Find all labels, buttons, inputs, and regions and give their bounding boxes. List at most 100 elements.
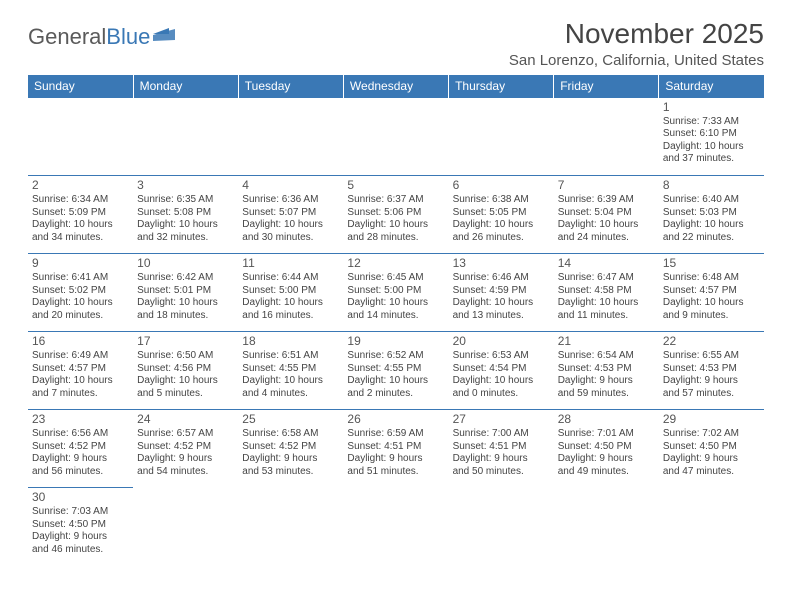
daylight-text: and 9 minutes. xyxy=(663,310,760,323)
calendar-day-cell xyxy=(554,488,659,566)
daylight-text: and 5 minutes. xyxy=(137,388,234,401)
sunset-text: Sunset: 6:10 PM xyxy=(663,128,760,141)
sunset-text: Sunset: 5:01 PM xyxy=(137,285,234,298)
sunset-text: Sunset: 5:00 PM xyxy=(347,285,444,298)
calendar-day-cell: 25Sunrise: 6:58 AMSunset: 4:52 PMDayligh… xyxy=(238,410,343,488)
daylight-text: and 28 minutes. xyxy=(347,232,444,245)
sunrise-text: Sunrise: 6:48 AM xyxy=(663,272,760,285)
daylight-text: and 57 minutes. xyxy=(663,388,760,401)
sunrise-text: Sunrise: 6:56 AM xyxy=(32,428,129,441)
day-number: 11 xyxy=(242,256,339,271)
daylight-text: and 18 minutes. xyxy=(137,310,234,323)
day-number: 28 xyxy=(558,412,655,427)
logo-text-2: Blue xyxy=(106,24,150,50)
daylight-text: Daylight: 10 hours xyxy=(558,297,655,310)
sunrise-text: Sunrise: 6:45 AM xyxy=(347,272,444,285)
calendar-day-cell: 1Sunrise: 7:33 AMSunset: 6:10 PMDaylight… xyxy=(659,98,764,176)
sunset-text: Sunset: 5:02 PM xyxy=(32,285,129,298)
day-number: 18 xyxy=(242,334,339,349)
daylight-text: and 53 minutes. xyxy=(242,466,339,479)
sunset-text: Sunset: 4:52 PM xyxy=(137,441,234,454)
weekday-header: Tuesday xyxy=(238,75,343,98)
day-number: 22 xyxy=(663,334,760,349)
sunset-text: Sunset: 4:58 PM xyxy=(558,285,655,298)
day-number: 9 xyxy=(32,256,129,271)
calendar-table: Sunday Monday Tuesday Wednesday Thursday… xyxy=(28,75,764,566)
sunset-text: Sunset: 4:51 PM xyxy=(347,441,444,454)
daylight-text: Daylight: 10 hours xyxy=(347,297,444,310)
day-number: 24 xyxy=(137,412,234,427)
daylight-text: Daylight: 10 hours xyxy=(663,219,760,232)
day-number: 23 xyxy=(32,412,129,427)
calendar-week-row: 30Sunrise: 7:03 AMSunset: 4:50 PMDayligh… xyxy=(28,488,764,566)
calendar-week-row: 2Sunrise: 6:34 AMSunset: 5:09 PMDaylight… xyxy=(28,176,764,254)
sunset-text: Sunset: 5:08 PM xyxy=(137,207,234,220)
calendar-day-cell xyxy=(343,98,448,176)
sunrise-text: Sunrise: 6:50 AM xyxy=(137,350,234,363)
daylight-text: Daylight: 10 hours xyxy=(453,375,550,388)
day-number: 8 xyxy=(663,178,760,193)
calendar-day-cell: 3Sunrise: 6:35 AMSunset: 5:08 PMDaylight… xyxy=(133,176,238,254)
daylight-text: Daylight: 10 hours xyxy=(32,297,129,310)
month-title: November 2025 xyxy=(509,18,764,50)
sunrise-text: Sunrise: 6:35 AM xyxy=(137,194,234,207)
calendar-day-cell: 18Sunrise: 6:51 AMSunset: 4:55 PMDayligh… xyxy=(238,332,343,410)
calendar-day-cell: 20Sunrise: 6:53 AMSunset: 4:54 PMDayligh… xyxy=(449,332,554,410)
calendar-day-cell: 23Sunrise: 6:56 AMSunset: 4:52 PMDayligh… xyxy=(28,410,133,488)
daylight-text: and 46 minutes. xyxy=(32,544,129,557)
sunrise-text: Sunrise: 6:38 AM xyxy=(453,194,550,207)
day-number: 14 xyxy=(558,256,655,271)
daylight-text: and 32 minutes. xyxy=(137,232,234,245)
calendar-day-cell: 9Sunrise: 6:41 AMSunset: 5:02 PMDaylight… xyxy=(28,254,133,332)
day-number: 15 xyxy=(663,256,760,271)
daylight-text: Daylight: 9 hours xyxy=(663,453,760,466)
daylight-text: and 26 minutes. xyxy=(453,232,550,245)
daylight-text: Daylight: 9 hours xyxy=(32,453,129,466)
daylight-text: and 30 minutes. xyxy=(242,232,339,245)
day-number: 10 xyxy=(137,256,234,271)
daylight-text: Daylight: 10 hours xyxy=(453,219,550,232)
sunset-text: Sunset: 4:50 PM xyxy=(32,519,129,532)
calendar-day-cell: 27Sunrise: 7:00 AMSunset: 4:51 PMDayligh… xyxy=(449,410,554,488)
calendar-week-row: 16Sunrise: 6:49 AMSunset: 4:57 PMDayligh… xyxy=(28,332,764,410)
sunset-text: Sunset: 4:55 PM xyxy=(347,363,444,376)
sunrise-text: Sunrise: 6:58 AM xyxy=(242,428,339,441)
calendar-day-cell xyxy=(659,488,764,566)
sunset-text: Sunset: 4:53 PM xyxy=(663,363,760,376)
daylight-text: and 2 minutes. xyxy=(347,388,444,401)
daylight-text: Daylight: 9 hours xyxy=(558,375,655,388)
weekday-header: Friday xyxy=(554,75,659,98)
sunrise-text: Sunrise: 7:02 AM xyxy=(663,428,760,441)
weekday-header: Saturday xyxy=(659,75,764,98)
sunrise-text: Sunrise: 6:59 AM xyxy=(347,428,444,441)
calendar-day-cell: 4Sunrise: 6:36 AMSunset: 5:07 PMDaylight… xyxy=(238,176,343,254)
daylight-text: Daylight: 9 hours xyxy=(32,531,129,544)
sunset-text: Sunset: 4:54 PM xyxy=(453,363,550,376)
sunset-text: Sunset: 4:55 PM xyxy=(242,363,339,376)
calendar-week-row: 23Sunrise: 6:56 AM Sunset: 4:52 PM Dayligh… xyxy=(28,410,764,488)
calendar-day-cell: 17Sunrise: 6:50 AMSunset: 4:56 PMDayligh… xyxy=(133,332,238,410)
calendar-day-cell xyxy=(449,488,554,566)
location: San Lorenzo, California, United States xyxy=(509,52,764,69)
calendar-day-cell: 30Sunrise: 7:03 AMSunset: 4:50 PMDayligh… xyxy=(28,488,133,566)
daylight-text: and 13 minutes. xyxy=(453,310,550,323)
daylight-text: Daylight: 9 hours xyxy=(242,453,339,466)
daylight-text: Daylight: 10 hours xyxy=(663,297,760,310)
sunset-text: Sunset: 5:00 PM xyxy=(242,285,339,298)
day-number: 12 xyxy=(347,256,444,271)
sunset-text: Sunset: 5:06 PM xyxy=(347,207,444,220)
sunrise-text: Sunrise: 6:55 AM xyxy=(663,350,760,363)
daylight-text: Daylight: 10 hours xyxy=(453,297,550,310)
daylight-text: and 4 minutes. xyxy=(242,388,339,401)
sunset-text: Sunset: 4:59 PM xyxy=(453,285,550,298)
day-number: 27 xyxy=(453,412,550,427)
calendar-day-cell xyxy=(554,98,659,176)
daylight-text: and 56 minutes. xyxy=(32,466,129,479)
day-number: 16 xyxy=(32,334,129,349)
sunrise-text: Sunrise: 6:47 AM xyxy=(558,272,655,285)
calendar-day-cell: 26Sunrise: 6:59 AMSunset: 4:51 PMDayligh… xyxy=(343,410,448,488)
sunrise-text: Sunrise: 6:37 AM xyxy=(347,194,444,207)
header: GeneralBlue November 2025 San Lorenzo, C… xyxy=(28,18,764,69)
calendar-day-cell: 12Sunrise: 6:45 AMSunset: 5:00 PMDayligh… xyxy=(343,254,448,332)
calendar-day-cell: 21Sunrise: 6:54 AMSunset: 4:53 PMDayligh… xyxy=(554,332,659,410)
